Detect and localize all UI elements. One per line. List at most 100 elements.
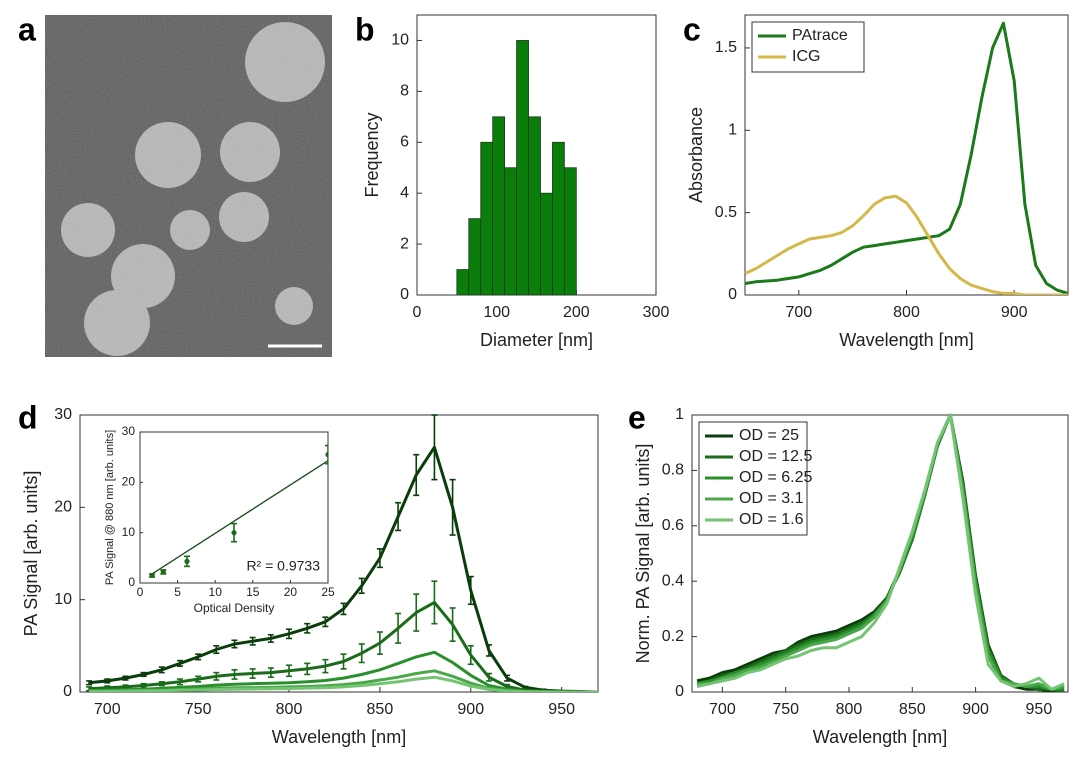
x-tick-label: 800 <box>276 701 303 718</box>
bar <box>528 116 541 295</box>
x-tick-label: 300 <box>643 304 670 321</box>
x-tick-label: 700 <box>709 701 736 718</box>
x-axis-label: Wavelength [nm] <box>813 727 947 747</box>
plot-content <box>456 40 577 295</box>
y-tick-label: 4 <box>400 184 409 201</box>
legend: PAtrace ICG <box>751 21 865 73</box>
point <box>231 530 237 536</box>
y-tick-label: 0.8 <box>662 462 684 479</box>
x-axis-label: Diameter [nm] <box>480 330 593 350</box>
fit-line <box>151 460 328 575</box>
bar <box>456 269 470 295</box>
x-tick-label: 750 <box>772 701 799 718</box>
x-tick-label: 10 <box>209 585 223 599</box>
y-tick-label: 10 <box>391 32 409 49</box>
annotation: R² = 0.9733 <box>246 558 320 574</box>
x-axis-label: Optical Density <box>194 601 275 615</box>
x-tick-label: 0 <box>413 304 422 321</box>
series-line <box>745 194 1068 295</box>
x-tick-label: 900 <box>457 701 484 718</box>
panel-letter: e <box>628 399 646 435</box>
x-tick-label: 800 <box>836 701 863 718</box>
x-tick-label: 800 <box>893 304 920 321</box>
bar <box>552 141 565 295</box>
y-tick-label: 0.4 <box>662 572 684 589</box>
series-line <box>696 413 1065 691</box>
x-axis-label: Wavelength [nm] <box>839 330 973 350</box>
bar <box>468 218 482 295</box>
panel-letter: c <box>683 11 701 47</box>
point <box>149 572 155 579</box>
y-tick-label: 0.6 <box>662 517 684 534</box>
bar <box>480 141 494 295</box>
y-axis-label: Absorbance <box>686 107 706 203</box>
plot-content <box>696 413 1065 692</box>
y-tick-label: 8 <box>400 83 409 100</box>
x-tick-label: 0 <box>137 585 144 599</box>
panel: 700 750 800 850 900 950 0 0.2 0.4 0.6 0.8 1 Waveleng… <box>633 406 1069 747</box>
y-tick-label: 20 <box>54 499 72 516</box>
legend-label: OD = 25 <box>739 427 799 444</box>
panel-letter: a <box>18 11 36 47</box>
x-tick-label: 850 <box>899 701 926 718</box>
y-tick-label: 0 <box>400 286 409 303</box>
y-tick-label: 2 <box>400 235 409 252</box>
x-tick-label: 900 <box>1001 304 1028 321</box>
legend-label: OD = 1.6 <box>739 511 804 528</box>
x-axis-label: Wavelength [nm] <box>272 727 406 747</box>
x-tick-label: 25 <box>321 585 335 599</box>
y-axis-label: PA Signal @ 880 nm [arb. units] <box>104 430 116 585</box>
y-tick-label: 0 <box>63 683 72 700</box>
legend-label: OD = 6.25 <box>739 469 812 486</box>
y-tick-label: 0 <box>128 575 135 589</box>
tem-image <box>45 15 332 357</box>
bar <box>563 167 577 295</box>
x-tick-label: 700 <box>94 701 121 718</box>
plot-content <box>745 21 1068 295</box>
panel-letter: b <box>355 11 375 47</box>
panel-letter: d <box>18 399 38 435</box>
y-tick-label: 10 <box>54 591 72 608</box>
y-tick-label: 0.2 <box>662 628 684 645</box>
x-tick-label: 950 <box>548 701 575 718</box>
legend-label: PAtrace <box>792 27 848 44</box>
y-tick-label: 0.5 <box>715 204 737 221</box>
x-tick-label: 100 <box>483 304 510 321</box>
x-tick-label: 750 <box>185 701 212 718</box>
y-tick-label: 0 <box>728 286 737 303</box>
y-axis-label: PA Signal [arb. units] <box>21 471 41 637</box>
point <box>160 569 166 575</box>
x-tick-label: 700 <box>785 304 812 321</box>
x-tick-label: 200 <box>563 304 590 321</box>
y-tick-label: 1 <box>728 122 737 139</box>
legend-label: OD = 12.5 <box>739 448 812 465</box>
y-axis-label: Norm. PA Signal [arb. units] <box>633 444 653 664</box>
x-tick-label: 900 <box>962 701 989 718</box>
panel: 700 800 900 0 0.5 1 1.5 Wavelength [nm] Absorban… <box>686 14 1069 350</box>
y-axis-label: Frequency <box>362 112 382 197</box>
bar <box>516 40 529 295</box>
bar <box>492 116 506 295</box>
legend-label: OD = 3.1 <box>739 490 804 507</box>
x-tick-label: 850 <box>367 701 394 718</box>
y-tick-label: 6 <box>400 133 409 150</box>
bar <box>540 192 553 295</box>
y-tick-label: 10 <box>122 525 136 539</box>
legend-label: ICG <box>792 48 820 65</box>
x-tick-label: 950 <box>1026 701 1053 718</box>
point <box>184 558 190 564</box>
y-tick-label: 30 <box>122 424 136 438</box>
panel: 0 100 200 300 0 2 4 6 8 10 Diameter [nm] Frequency <box>362 14 670 350</box>
series-line <box>89 675 598 692</box>
panel: 0 5 10 15 20 25 0 10 20 30 Optical Density PA Signa… <box>104 424 335 615</box>
legend-box <box>751 21 865 73</box>
y-tick-label: 30 <box>54 406 72 423</box>
y-tick-label: 0 <box>675 683 684 700</box>
plot-area <box>139 431 329 584</box>
series-line <box>745 21 1068 295</box>
y-tick-label: 1 <box>675 406 684 423</box>
bar <box>504 167 517 295</box>
point <box>325 452 328 458</box>
plot-content <box>149 444 328 579</box>
